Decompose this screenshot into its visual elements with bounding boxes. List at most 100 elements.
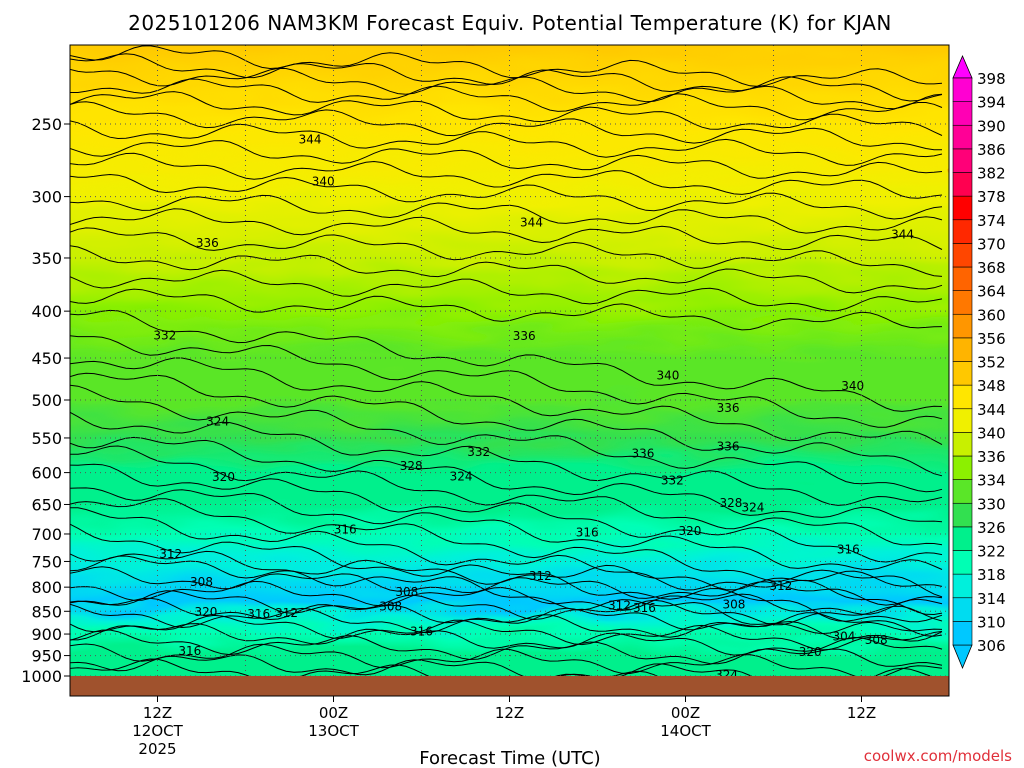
y-tick-label: 900 — [31, 625, 62, 644]
contour-line — [70, 498, 943, 598]
colorbar-arrow-bottom — [952, 644, 973, 670]
contour-label: 304 — [832, 629, 855, 643]
colorbar-label: 374 — [977, 212, 1006, 230]
colorbar-label: 398 — [977, 70, 1006, 88]
contour-line — [70, 614, 943, 651]
colorbar-label: 322 — [977, 543, 1006, 561]
contour-line — [70, 487, 943, 571]
colorbar-swatch — [952, 455, 973, 480]
contour-line — [70, 372, 943, 477]
colorbar-label: 334 — [977, 472, 1006, 490]
credit-text: coolwx.com/models — [864, 747, 1012, 765]
contour-label: 308 — [190, 575, 213, 589]
colorbar-swatch — [952, 337, 973, 362]
contour-label: 316 — [576, 525, 599, 539]
y-tick-label: 400 — [31, 302, 62, 321]
colorbar-swatch — [952, 550, 973, 575]
contour-line — [70, 411, 943, 506]
contour-line — [70, 227, 943, 277]
colorbar-label: 352 — [977, 354, 1006, 372]
colorbar-swatch — [952, 573, 973, 599]
y-tick-label: 250 — [31, 115, 62, 134]
y-axis: 250 300 350 400 450 500 550 600 650 700 750 800 850 9… — [21, 115, 70, 686]
x-tick-label: 12Z — [495, 704, 524, 722]
y-tick-label: 600 — [31, 464, 62, 483]
colorbar-swatch — [952, 432, 973, 457]
contour-label: 308 — [395, 585, 418, 599]
colorbar-swatch — [952, 502, 973, 528]
colorbar-swatch — [952, 219, 973, 244]
contour-line — [70, 384, 943, 493]
contour-label: 312 — [608, 599, 631, 613]
colorbar-swatch — [952, 313, 973, 339]
contour-label: 312 — [529, 569, 552, 583]
contour-label: 336 — [632, 447, 655, 461]
y-tick-label: 1000 — [21, 667, 62, 686]
contour-label: 336 — [513, 329, 536, 343]
contour-line — [70, 67, 943, 110]
contour-line — [70, 53, 943, 102]
contour-label: 324 — [450, 470, 473, 484]
colorbar-swatch — [952, 148, 973, 173]
contour-line — [70, 603, 943, 642]
y-tick-label: 500 — [31, 391, 62, 410]
colorbar-swatch — [952, 101, 973, 126]
contour-label: 344 — [299, 133, 322, 147]
y-tick-label: 700 — [31, 525, 62, 544]
y-tick-label: 950 — [31, 647, 62, 666]
contour-label: 320 — [212, 470, 235, 484]
contour-label: 336 — [717, 401, 740, 415]
contour-line — [70, 580, 943, 615]
contour-label: 324 — [742, 501, 765, 515]
contour-label: 332 — [661, 473, 684, 487]
contour-line — [70, 269, 943, 312]
contour-label: 336 — [717, 440, 740, 454]
contour-line — [70, 309, 943, 412]
colorbar-swatch — [952, 266, 973, 291]
colorbar-label: 364 — [977, 283, 1006, 301]
colorbar-label: 386 — [977, 141, 1006, 159]
colorbar-swatch — [952, 243, 973, 268]
contour-labels: 344 340 344 344 336 332 336 340 340 336 324 336 332 3… — [153, 133, 914, 676]
x-axis-label: Forecast Time (UTC) — [419, 748, 600, 768]
contour-line — [70, 643, 943, 676]
contour-line — [70, 140, 943, 179]
colorbar-swatch — [952, 597, 973, 622]
colorbar-swatch — [952, 526, 973, 551]
contour-line — [70, 654, 933, 676]
colorbar-label: 340 — [977, 424, 1006, 442]
contour-label: 332 — [153, 328, 176, 342]
x-tick-label: 00Z — [319, 704, 348, 722]
colorbar-label: 356 — [977, 330, 1006, 348]
contour-label: 340 — [656, 368, 679, 382]
y-tick-label: 350 — [31, 249, 62, 268]
colorbar-swatch — [952, 195, 973, 221]
x-tick-label: 2025 — [138, 740, 176, 758]
contour-line — [70, 623, 943, 656]
plot-field: 344 340 344 344 336 332 336 340 340 336 324 336 332 3… — [70, 45, 949, 676]
contour-label: 312 — [769, 579, 792, 593]
contour-line — [70, 436, 943, 523]
contour-label: 344 — [891, 228, 914, 242]
contour-line — [70, 91, 943, 136]
contour-line — [70, 152, 943, 199]
colorbar: 306 310 314 318 322 326 330 334 336 340 344 348 352 3… — [952, 54, 1006, 670]
contour-label: 312 — [159, 547, 182, 561]
y-tick-label: 750 — [31, 552, 62, 571]
colorbar-label: 390 — [977, 117, 1006, 135]
colorbar-swatch — [952, 77, 973, 102]
contour-line — [70, 173, 943, 220]
colorbar-swatch — [952, 361, 973, 386]
x-tick-label: 12Z — [143, 704, 172, 722]
x-tick-label: 00Z — [671, 704, 700, 722]
chart-title: 2025101206 NAM3KM Forecast Equiv. Potent… — [128, 11, 892, 35]
y-tick-label: 800 — [31, 578, 62, 597]
colorbar-label: 318 — [977, 566, 1006, 584]
contour-label: 340 — [841, 379, 864, 393]
colorbar-label: 314 — [977, 590, 1006, 608]
contour-label: 316 — [633, 601, 656, 615]
contour-label: 316 — [334, 522, 357, 536]
colorbar-swatch — [952, 384, 973, 410]
